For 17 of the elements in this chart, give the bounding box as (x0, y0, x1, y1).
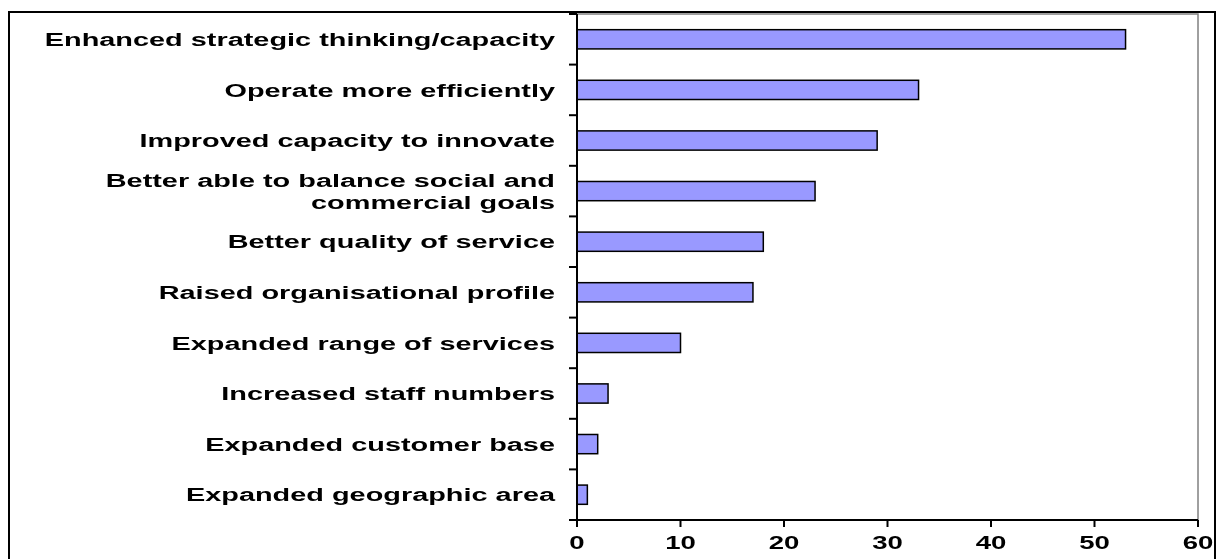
x-tick-label: 40 (975, 532, 1007, 554)
y-tick-label: Improved capacity to innovate (139, 130, 555, 152)
y-tick-label: Increased staff numbers (221, 383, 555, 405)
y-tick-label: Better quality of service (227, 231, 555, 253)
x-tick-label: 0 (569, 532, 585, 554)
y-tick-label: Better able to balance social and commercial goals (105, 169, 555, 213)
x-tick-label: 60 (1182, 532, 1214, 554)
y-tick-label: Expanded customer base (205, 433, 555, 455)
y-tick-label: Expanded geographic area (185, 484, 556, 506)
x-tick-label: 30 (872, 532, 903, 554)
y-tick-label: Raised organisational profile (158, 281, 555, 303)
y-tick-label: Enhanced strategic thinking/capacity (44, 28, 556, 50)
y-tick-label: Operate more efficiently (224, 79, 556, 101)
x-tick-label: 50 (1079, 532, 1110, 554)
x-tick-label: 10 (665, 532, 696, 554)
x-tick-label: 20 (768, 532, 800, 554)
y-tick-label: Expanded range of services (171, 332, 555, 354)
